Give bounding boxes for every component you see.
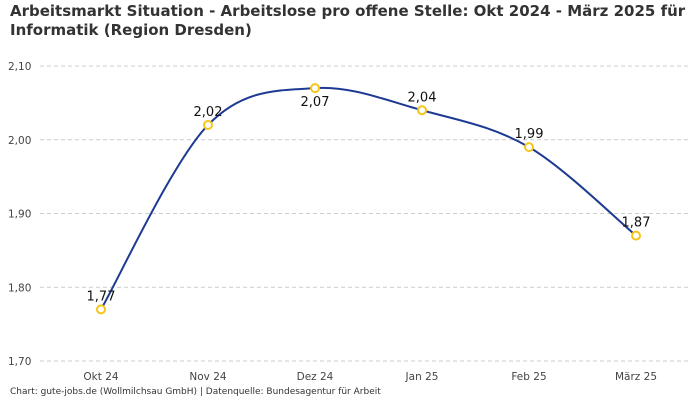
chart-source-footer: Chart: gute-jobs.de (Wollmilchsau GmbH) … xyxy=(10,387,381,397)
data-point-marker xyxy=(203,120,213,130)
data-point-marker xyxy=(417,105,427,116)
series-line xyxy=(100,86,637,310)
data-point-marker xyxy=(310,83,320,94)
data-label: 1,99 xyxy=(515,127,544,142)
x-tick-label: Feb 25 xyxy=(511,371,546,383)
chart-title-line-1: Arbeitsmarkt Situation - Arbeitslose pro… xyxy=(10,2,686,20)
data-label: 2,02 xyxy=(194,105,223,120)
chart-title-line-2: Informatik (Region Dresden) xyxy=(10,21,252,39)
x-tick-label: Dez 24 xyxy=(297,371,334,383)
data-label: 1,77 xyxy=(87,289,116,304)
data-label: 1,87 xyxy=(622,216,651,231)
data-point-marker xyxy=(524,142,534,153)
chart-title: Arbeitsmarkt Situation - Arbeitslose pro… xyxy=(10,2,690,40)
x-tick-label: Nov 24 xyxy=(189,371,227,383)
data-label: 2,07 xyxy=(301,95,330,110)
data-label: 2,04 xyxy=(408,90,437,105)
data-point-marker xyxy=(96,304,106,315)
y-tick-label: 1,80 xyxy=(8,282,31,294)
y-tick-label: 2,10 xyxy=(8,61,31,73)
y-tick-label: 2,00 xyxy=(8,135,31,147)
data-point-marker xyxy=(631,230,641,241)
y-tick-label: 1,90 xyxy=(8,209,31,221)
x-tick-label: Okt 24 xyxy=(83,371,118,383)
y-tick-label: 1,70 xyxy=(8,356,31,368)
x-tick-label: März 25 xyxy=(615,371,657,383)
x-tick-label: Jan 25 xyxy=(405,371,439,383)
